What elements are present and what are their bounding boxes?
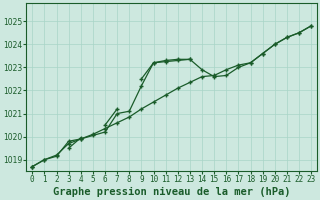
X-axis label: Graphe pression niveau de la mer (hPa): Graphe pression niveau de la mer (hPa) bbox=[53, 187, 291, 197]
